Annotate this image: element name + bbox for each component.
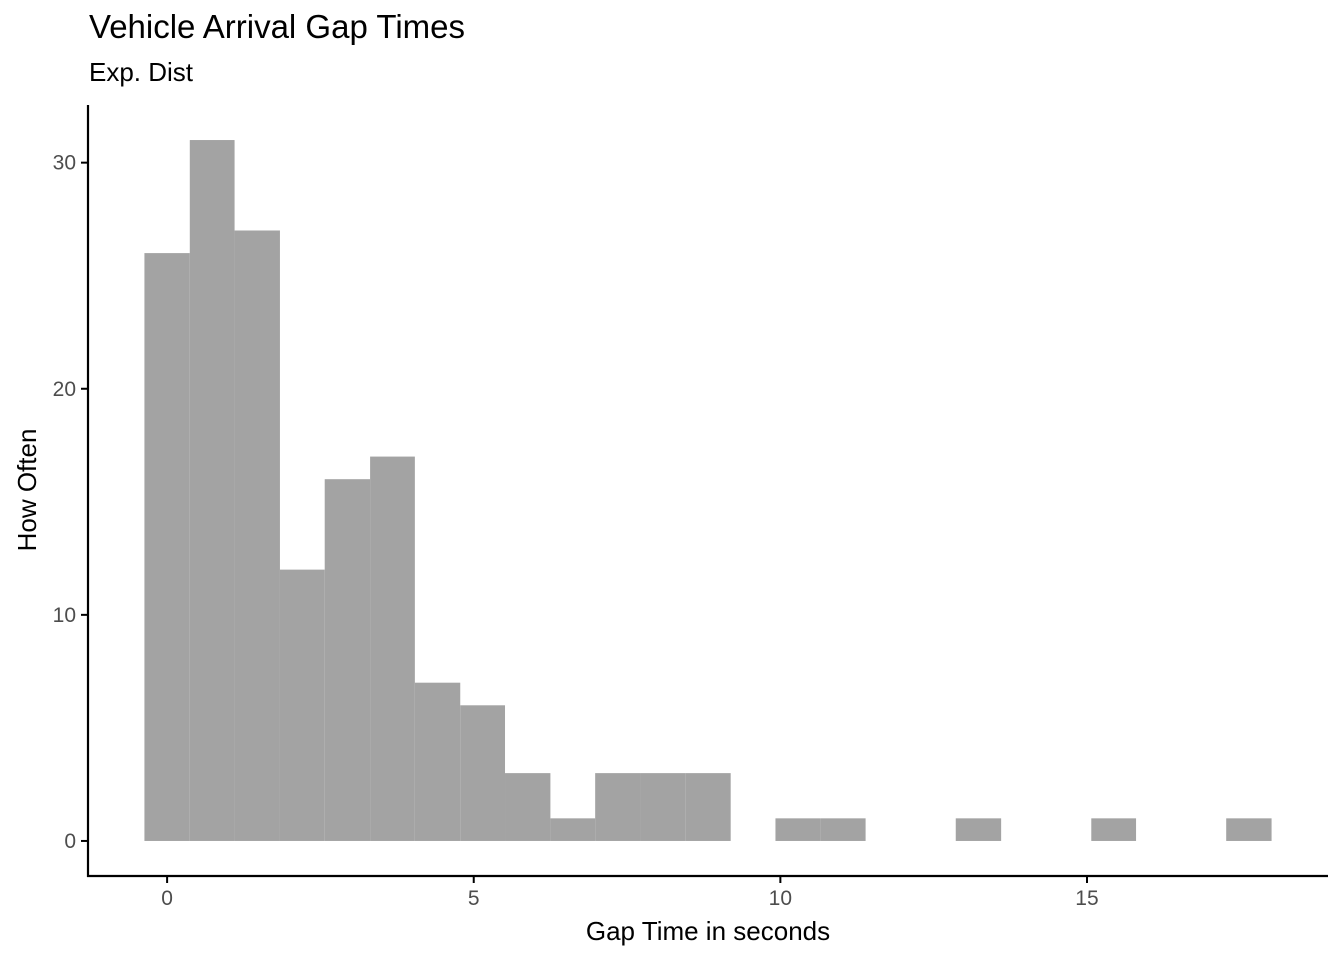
histogram-bar bbox=[234, 230, 280, 841]
histogram-bar bbox=[279, 569, 325, 841]
histogram-bar bbox=[505, 773, 551, 841]
histogram-bar bbox=[820, 818, 866, 841]
x-axis-title: Gap Time in seconds bbox=[586, 916, 830, 946]
histogram-bar bbox=[144, 253, 190, 841]
histogram-bar bbox=[324, 479, 371, 841]
y-tick-label: 10 bbox=[53, 604, 76, 627]
histogram-bar bbox=[775, 818, 821, 841]
histogram-bar bbox=[414, 682, 461, 841]
bars-layer bbox=[144, 140, 1272, 841]
axes-layer: 0 10 20 30 0 5 10 15 bbox=[53, 105, 1328, 910]
histogram-bar bbox=[550, 818, 596, 841]
x-tick-label: 10 bbox=[769, 887, 792, 910]
chart-title: Vehicle Arrival Gap Times bbox=[89, 8, 465, 45]
histogram-bar bbox=[460, 705, 506, 841]
histogram-bar bbox=[189, 140, 235, 841]
chart-subtitle: Exp. Dist bbox=[89, 57, 194, 87]
x-tick-label: 15 bbox=[1075, 887, 1098, 910]
y-tick-label: 20 bbox=[53, 378, 76, 401]
histogram-bar bbox=[685, 773, 731, 841]
histogram-bar bbox=[1226, 818, 1272, 841]
histogram-bar bbox=[955, 818, 1002, 841]
histogram-bar bbox=[640, 773, 686, 841]
histogram-bar bbox=[370, 456, 415, 841]
histogram-bar bbox=[595, 773, 641, 841]
y-tick-label: 30 bbox=[53, 152, 76, 175]
y-axis-title: How Often bbox=[12, 429, 42, 552]
x-tick-label: 5 bbox=[468, 887, 480, 910]
histogram-bar bbox=[1091, 818, 1137, 841]
x-tick-label: 0 bbox=[161, 887, 173, 910]
y-tick-label: 0 bbox=[64, 830, 76, 853]
